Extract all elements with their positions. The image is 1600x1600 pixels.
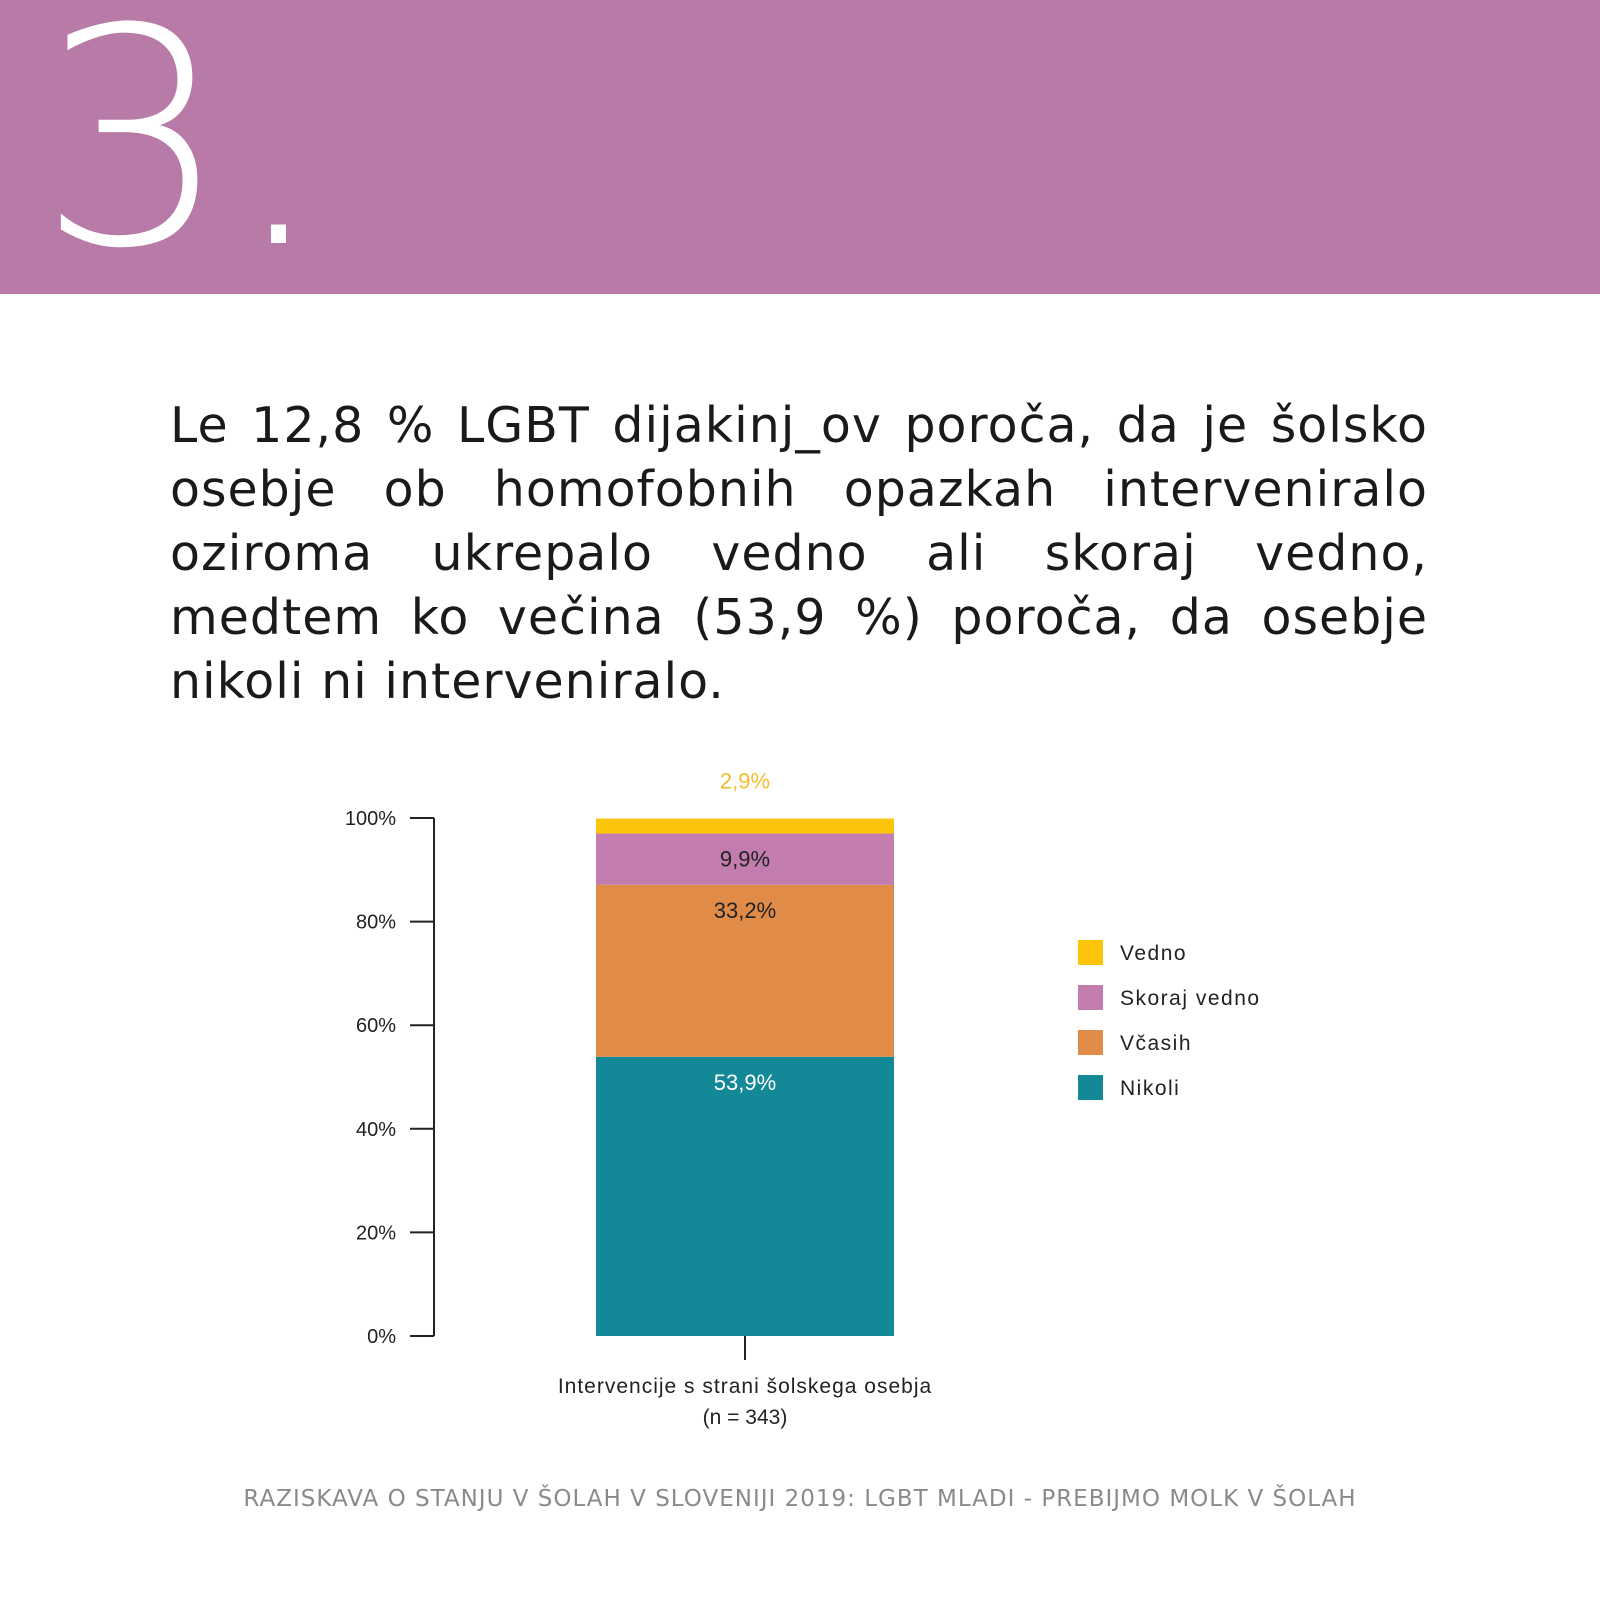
data-label: 9,9%	[720, 847, 770, 872]
x-category-label: Intervencije s strani šolskega osebja	[558, 1375, 932, 1398]
bar-segments	[596, 818, 894, 1336]
y-tick-label: 100%	[345, 808, 396, 830]
legend-label: Nikoli	[1120, 1077, 1180, 1100]
section-number: 3.	[38, 0, 329, 314]
y-tick-label: 0%	[367, 1326, 396, 1348]
data-label: 53,9%	[714, 1070, 776, 1095]
stacked-bar-chart: 0% 20% 40% 60% 80% 100% 53,9% 33,2% 9,9% 2,9% Ve…	[345, 769, 1261, 1429]
bar-segment-skoraj-vedno	[596, 833, 894, 885]
bar-segment-vedno	[596, 818, 894, 834]
y-axis: 0% 20% 40% 60% 80% 100%	[345, 808, 435, 1348]
y-tick-label: 60%	[356, 1015, 396, 1037]
data-label: 33,2%	[714, 898, 776, 923]
headline: Le 12,8 % LGBT dijakinj_ov poroča, da je…	[170, 397, 1428, 710]
data-labels: 53,9% 33,2% 9,9% 2,9%	[714, 769, 776, 1095]
y-tick-label: 40%	[356, 1119, 396, 1141]
legend: Vedno Skoraj vedno Včasih Nikoli	[1078, 940, 1261, 1100]
legend-swatch	[1078, 1075, 1103, 1100]
legend-label: Skoraj vedno	[1120, 987, 1261, 1010]
legend-swatch	[1078, 1030, 1103, 1055]
x-category-note: (n = 343)	[703, 1406, 788, 1429]
bar-segment-v-asih	[596, 884, 894, 1057]
x-axis-labels: Intervencije s strani šolskega osebja (n …	[558, 1336, 932, 1429]
legend-label: Vedno	[1120, 942, 1187, 965]
y-tick-label: 20%	[356, 1222, 396, 1244]
data-label: 2,9%	[720, 769, 770, 794]
legend-swatch	[1078, 940, 1103, 965]
legend-swatch	[1078, 985, 1103, 1010]
bar-segment-nikoli	[596, 1056, 894, 1336]
y-tick-label: 80%	[356, 912, 396, 934]
legend-label: Včasih	[1120, 1032, 1192, 1055]
header-band	[0, 0, 1600, 294]
footer-source: RAZISKAVA O STANJU V ŠOLAH V SLOVENIJI 2…	[243, 1486, 1357, 1512]
